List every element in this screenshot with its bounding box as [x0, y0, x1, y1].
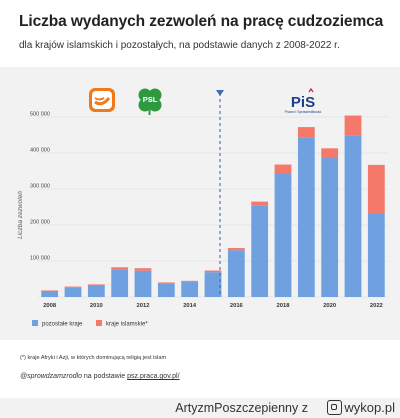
bar-other-2013 [157, 283, 175, 297]
bar-islamic-2020 [321, 148, 339, 159]
footnote: (*) kraje Afryki i Azji, w których domin… [20, 355, 167, 361]
bar-other-2018 [274, 173, 292, 297]
po-logo-icon [89, 88, 115, 112]
source-line: @sprowdzamzrodlo na podstawie psz.praca.… [20, 373, 180, 380]
watermark-sep: z [301, 401, 308, 415]
bar-islamic-2018 [274, 164, 292, 174]
bar-other-2008 [41, 290, 59, 297]
bar-islamic-2014 [181, 280, 199, 282]
chart-header: Liczba wydanych zezwoleń na pracę cudzoz… [0, 0, 400, 67]
watermark-bar: ArtyzmPoszczepienny z wykop.pl [0, 398, 400, 418]
watermark-username[interactable]: ArtyzmPoszczepienny z [175, 401, 308, 415]
bar-islamic-2016 [227, 248, 245, 251]
y-tick-label: 200 000 [30, 220, 50, 226]
x-tick-label: 2020 [323, 303, 336, 309]
pis-logo-text: PiS [291, 94, 315, 111]
x-tick-label: 2014 [183, 303, 197, 309]
bar-other-2012 [134, 270, 152, 297]
bar-other-2014 [181, 281, 199, 297]
bar-islamic-2009 [64, 286, 82, 288]
wykop-logo-icon [327, 400, 343, 415]
psl-logo-icon: PSL [138, 88, 162, 115]
y-axis-tick-labels: 100 000 200 000 300 000 400 000 500 000 [30, 112, 50, 262]
legend-label-islamic: kraje islamskie* [106, 322, 148, 328]
source-link[interactable]: psz.praca.gov.pl/ [127, 373, 180, 380]
y-tick-label: 500 000 [30, 112, 50, 118]
bar-islamic-2008 [41, 290, 59, 291]
bar-other-2009 [64, 287, 82, 297]
bar-other-2022 [367, 213, 385, 297]
pis-logo-tagline: Prawo i Sprawiedliwość [285, 110, 322, 114]
bar-islamic-2022 [367, 164, 385, 214]
y-axis-label: Liczba zezwoleń [17, 191, 24, 239]
bars [41, 115, 385, 297]
y-tick-label: 100 000 [30, 256, 50, 262]
bar-other-2011 [111, 269, 129, 297]
chart-legend: pozostałe kraje kraje islamskie* [32, 320, 148, 328]
bar-other-2016 [227, 250, 245, 297]
bar-islamic-2013 [157, 282, 175, 284]
x-tick-label: 2022 [370, 303, 383, 309]
y-tick-label: 300 000 [30, 184, 50, 190]
bar-islamic-2019 [297, 127, 315, 138]
bar-islamic-2021 [344, 115, 362, 136]
bar-islamic-2015 [204, 270, 222, 273]
bar-other-2015 [204, 272, 222, 297]
wykop-logo[interactable]: wykop.pl [327, 399, 395, 416]
period-divider-arrow [216, 90, 224, 96]
chart-subtitle: dla krajów islamskich i pozostałych, na … [19, 40, 340, 51]
bar-other-2017 [251, 205, 269, 297]
x-tick-label: 2010 [90, 303, 103, 309]
legend-label-other: pozostałe kraje [42, 322, 83, 328]
chart-title: Liczba wydanych zezwoleń na pracę cudzoz… [19, 13, 384, 30]
bar-chart: 100 000 200 000 300 000 400 000 500 000 2008… [17, 87, 388, 328]
x-axis-tick-labels: 2008 2010 2012 2014 2016 2018 2020 2022 [43, 303, 383, 309]
bar-islamic-2011 [111, 267, 129, 270]
wykop-site-text: wykop.pl [344, 400, 395, 415]
bar-other-2020 [321, 158, 339, 297]
bar-other-2019 [297, 137, 315, 297]
bar-islamic-2012 [134, 268, 152, 271]
source-text: na podstawie [81, 373, 128, 380]
legend-swatch-islamic [96, 320, 102, 326]
chart-footer: (*) kraje Afryki i Azji, w których domin… [0, 340, 400, 398]
legend-swatch-other [32, 320, 38, 326]
x-tick-label: 2016 [230, 303, 244, 309]
bar-islamic-2017 [251, 201, 269, 206]
bar-other-2021 [344, 135, 362, 297]
x-tick-label: 2018 [277, 303, 291, 309]
psl-logo-text: PSL [143, 95, 158, 104]
x-tick-label: 2008 [43, 303, 57, 309]
pis-logo-icon: PiS Prawo i Sprawiedliwość [285, 87, 322, 114]
watermark-user-text[interactable]: ArtyzmPoszczepienny [175, 401, 299, 415]
bar-other-2010 [87, 285, 105, 297]
chart-area: 100 000 200 000 300 000 400 000 500 000 2008… [0, 67, 400, 335]
x-tick-label: 2012 [137, 303, 150, 309]
bar-islamic-2010 [87, 284, 105, 286]
source-handle: @sprowdzamzrodlo [20, 373, 82, 380]
y-tick-label: 400 000 [30, 148, 50, 154]
